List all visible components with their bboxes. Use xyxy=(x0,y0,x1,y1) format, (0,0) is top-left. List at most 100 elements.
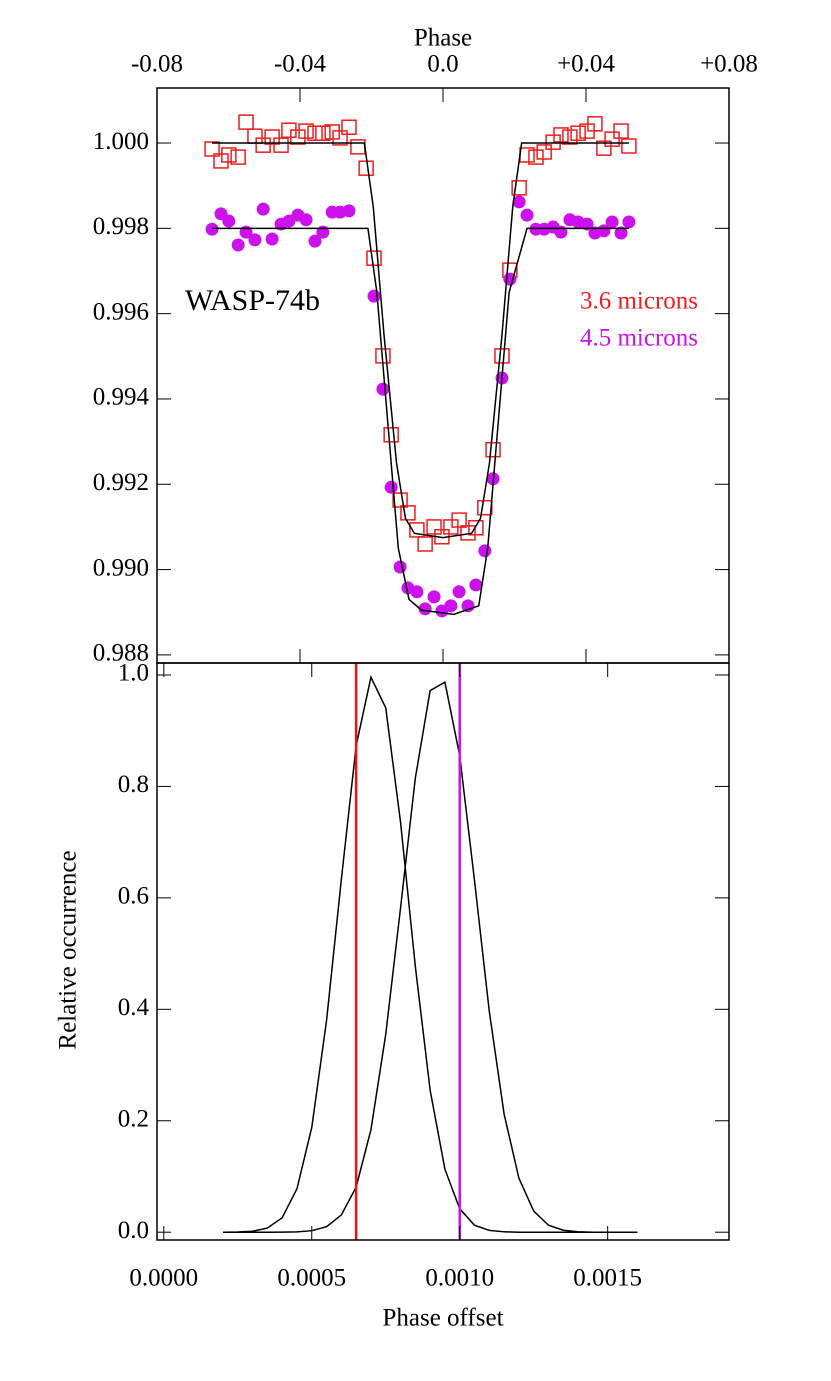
data-point xyxy=(468,520,484,536)
data-point xyxy=(298,123,314,139)
y-tick-label: 0.992 xyxy=(93,469,149,496)
data-point xyxy=(350,139,366,155)
data-point xyxy=(247,128,263,144)
data-point xyxy=(222,214,236,228)
data-point xyxy=(596,140,612,156)
data-point xyxy=(469,578,483,592)
data-point xyxy=(494,348,510,364)
data-point xyxy=(392,492,408,508)
data-point xyxy=(264,129,280,145)
data-point xyxy=(383,427,399,443)
data-point xyxy=(213,153,229,169)
x-tick-label: 0.0015 xyxy=(573,1265,642,1292)
data-point xyxy=(587,116,603,132)
model-line xyxy=(212,227,629,616)
x-tick-label: 0.0000 xyxy=(129,1265,198,1292)
legend-entry: 3.6 microns xyxy=(580,288,698,315)
data-point xyxy=(580,217,594,231)
data-point xyxy=(231,238,245,252)
data-point xyxy=(205,222,219,236)
data-point xyxy=(400,505,416,521)
data-point xyxy=(238,114,254,130)
data-point xyxy=(367,289,381,303)
data-point xyxy=(273,137,289,153)
data-point xyxy=(230,149,246,165)
data-point xyxy=(366,250,382,266)
data-point xyxy=(520,208,534,222)
data-point xyxy=(204,141,220,157)
data-point xyxy=(221,147,237,163)
x-tick-label: 0.0005 xyxy=(277,1265,346,1292)
data-point xyxy=(528,149,544,165)
data-point xyxy=(426,519,442,535)
model-line xyxy=(212,142,629,539)
data-point xyxy=(299,213,313,227)
plot-area xyxy=(222,663,638,1240)
y-tick-label: 0.2 xyxy=(118,1105,149,1132)
histogram-line xyxy=(222,681,638,1233)
data-point xyxy=(307,125,323,141)
annotation: WASP-74b xyxy=(185,284,320,317)
data-point xyxy=(341,119,357,135)
y-tick-label: 0.4 xyxy=(118,994,150,1021)
data-point xyxy=(324,124,340,140)
top-x-title: Phase xyxy=(414,25,472,52)
x-tick-label: -0.04 xyxy=(274,51,327,78)
data-point xyxy=(613,123,629,139)
data-point xyxy=(290,129,306,145)
y-tick-label: 0.988 xyxy=(93,640,149,667)
data-point xyxy=(444,599,458,613)
data-point xyxy=(512,195,526,209)
data-point xyxy=(605,215,619,229)
data-point xyxy=(452,585,466,599)
legend-entry: 4.5 microns xyxy=(580,325,698,352)
histogram-line xyxy=(222,674,638,1233)
data-point xyxy=(418,602,432,616)
plot-area xyxy=(204,114,637,618)
data-point xyxy=(358,160,374,176)
data-point xyxy=(384,480,398,494)
plot-frame xyxy=(156,662,730,1241)
y-tick-label: 0.998 xyxy=(93,213,149,240)
data-point xyxy=(393,560,407,574)
data-point xyxy=(485,441,501,458)
data-point xyxy=(342,204,356,218)
data-point xyxy=(536,144,552,160)
data-point xyxy=(315,125,331,141)
data-point xyxy=(621,138,637,154)
y-tick-label: 0.8 xyxy=(118,771,149,798)
data-point xyxy=(255,137,271,153)
y-title: Relative occurrence xyxy=(55,850,82,1049)
data-point xyxy=(553,127,569,143)
y-tick-label: 0.996 xyxy=(93,298,149,325)
x-tick-label: 0.0010 xyxy=(425,1265,494,1292)
data-point xyxy=(332,130,348,146)
x-title: Phase offset xyxy=(382,1305,503,1332)
data-point xyxy=(451,512,467,528)
data-point xyxy=(308,234,322,248)
data-point xyxy=(562,129,578,145)
x-tick-label: 0.0 xyxy=(427,51,458,78)
data-point xyxy=(511,180,527,196)
x-tick-label: +0.08 xyxy=(700,51,758,78)
data-point xyxy=(376,382,390,396)
y-tick-label: 0.990 xyxy=(93,554,149,581)
data-point xyxy=(478,544,492,558)
y-tick-label: 0.0 xyxy=(118,1217,149,1244)
data-point xyxy=(614,226,628,240)
y-tick-label: 0.6 xyxy=(118,883,149,910)
data-point xyxy=(417,536,433,552)
data-point xyxy=(570,125,586,141)
data-point xyxy=(460,525,476,541)
data-point xyxy=(409,522,425,538)
x-tick-label: +0.04 xyxy=(557,51,615,78)
x-tick-label: -0.08 xyxy=(131,51,183,78)
data-point xyxy=(427,590,441,604)
data-point xyxy=(256,202,270,216)
y-tick-label: 1.0 xyxy=(118,660,149,687)
y-tick-label: 1.000 xyxy=(93,128,149,155)
plot-frame xyxy=(156,87,730,664)
data-point xyxy=(604,131,620,147)
